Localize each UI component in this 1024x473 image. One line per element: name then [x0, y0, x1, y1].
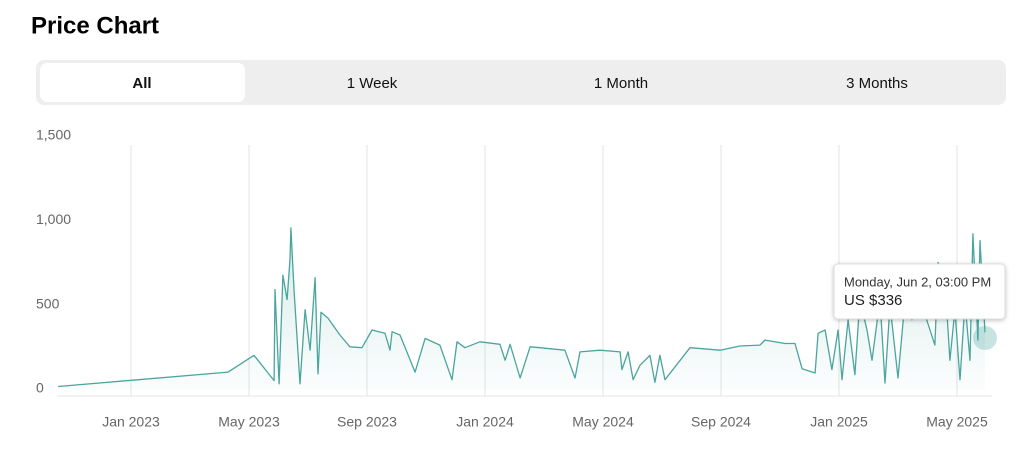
- tooltip-date: Monday, Jun 2, 03:00 PM: [844, 274, 991, 289]
- price-line: [58, 227, 986, 388]
- tab[interactable]: 1 Week: [347, 75, 398, 92]
- page-title: Price Chart: [31, 12, 159, 39]
- x-tick-label: Sep 2024: [691, 414, 751, 430]
- x-tick-label: May 2023: [218, 414, 280, 430]
- x-tick-label: Jan 2024: [456, 414, 514, 430]
- tab[interactable]: 3 Months: [846, 75, 908, 92]
- y-tick-label: 1,000: [36, 211, 71, 227]
- y-tick-label: 500: [36, 295, 60, 311]
- tab[interactable]: All: [132, 75, 151, 92]
- tab-selected-bg: [40, 63, 245, 102]
- x-tick-label: Jan 2023: [102, 414, 160, 430]
- x-tick-label: Sep 2023: [337, 414, 397, 430]
- x-tick-label: May 2025: [926, 414, 988, 430]
- x-tick-label: Jan 2025: [810, 414, 868, 430]
- x-tick-label: May 2024: [572, 414, 634, 430]
- tab[interactable]: 1 Month: [594, 75, 648, 92]
- y-tick-label: 1,500: [36, 127, 71, 143]
- tab-bar: [36, 60, 1006, 105]
- tooltip: [833, 263, 1006, 320]
- y-tick-label: 0: [36, 380, 44, 396]
- hover-marker: [973, 326, 997, 350]
- tooltip-price: US $336: [844, 292, 902, 309]
